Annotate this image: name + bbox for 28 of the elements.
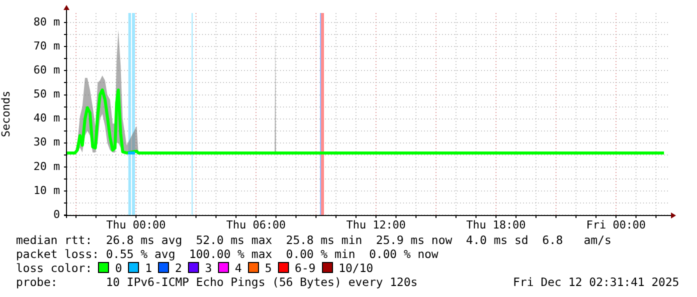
x-tick-label: Fri 00:00	[586, 218, 646, 232]
legend-label: 6-9	[294, 261, 316, 275]
y-tick-label: 60 m	[34, 64, 60, 77]
legend-label: 10/10	[338, 261, 374, 275]
y-tick-label: 80 m	[34, 15, 60, 28]
y-axis-title: Seconds	[0, 90, 12, 138]
legend-label: 1	[145, 261, 152, 275]
y-tick-label: 0	[53, 208, 60, 221]
y-tick-label: 30 m	[34, 136, 60, 149]
text: packet loss: 0.55 % avg 100.00 % max 0.00 % min 0.00 % now	[16, 247, 438, 261]
y-tick-label: 50 m	[34, 88, 60, 101]
legend-title: loss color:	[16, 261, 92, 275]
y-tick-label: 70 m	[34, 40, 60, 53]
legend-label: 3	[204, 261, 212, 275]
x-tick-label: Thu 18:00	[466, 218, 526, 232]
y-tick-label: 20 m	[34, 160, 60, 173]
legend-label: 2	[175, 261, 182, 275]
legend-label: 0	[115, 261, 122, 275]
x-tick-label: Thu 12:00	[346, 218, 406, 232]
y-tick-label: 40 m	[34, 112, 60, 125]
x-tick-label: Thu 06:00	[226, 218, 286, 232]
y-tick-label: 10 m	[34, 184, 60, 197]
text: median rtt: 26.8 ms avg 52.0 ms max 25.8 ms min 25.9 ms now 4.0 ms sd 6.8 am/s	[16, 233, 612, 247]
text: Fri Dec 12 02:31:41 2025	[513, 275, 680, 289]
text: probe: 10 IPv6-ICMP Echo Pings (56 Bytes) every 120s	[16, 275, 418, 289]
x-tick-label: Thu 00:00	[106, 218, 166, 232]
legend-label: 4	[234, 261, 242, 275]
legend-label: 5	[264, 261, 272, 275]
